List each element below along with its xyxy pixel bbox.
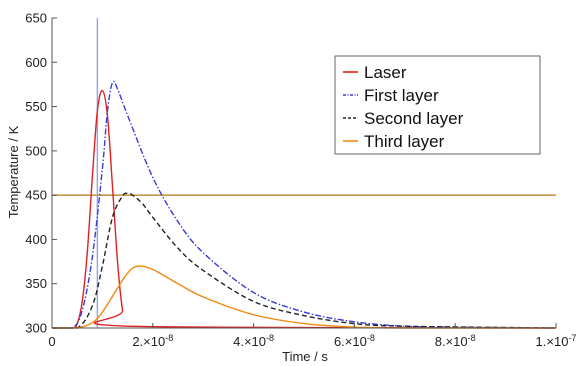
x-axis-label: Time / s <box>282 349 328 364</box>
legend-label-4: Third layer <box>364 132 445 151</box>
legend-box <box>334 55 541 155</box>
series-line-1 <box>52 89 557 329</box>
x-tick-label: 4.×10-8 <box>233 333 274 349</box>
y-tick-label: 400 <box>25 232 47 247</box>
axes <box>51 18 556 329</box>
legend-label-2: First layer <box>364 86 439 105</box>
y-tick-label: 300 <box>25 321 47 336</box>
series-line-4 <box>52 265 556 329</box>
series-line-3 <box>52 192 557 329</box>
x-tick-label: 2.×10-8 <box>132 333 173 349</box>
legend-label-3: Second layer <box>364 109 464 128</box>
y-axis-label: Temperature / K <box>6 125 21 218</box>
y-ticks: 300 350 400 450 500 550 600 650 <box>25 11 57 336</box>
y-tick-label: 550 <box>25 99 47 114</box>
y-tick-label: 350 <box>25 276 47 291</box>
x-tick-label: 0 <box>48 334 55 349</box>
y-tick-label: 450 <box>25 188 47 203</box>
y-tick-label: 500 <box>25 143 47 158</box>
y-tick-label: 650 <box>25 11 47 26</box>
x-ticks: 0 2.×10-8 4.×10-8 6.×10-8 8.×10-8 1.×10-7 <box>48 323 576 349</box>
legend-label-1: Laser <box>364 63 407 82</box>
x-tick-label: 8.×10-8 <box>435 333 476 349</box>
y-tick-label: 600 <box>25 55 47 70</box>
legend: Laser First layer Second layer Third layer <box>334 55 541 155</box>
series-line-2 <box>52 80 557 329</box>
x-tick-label: 6.×10-8 <box>334 333 375 349</box>
reference-lines <box>52 18 556 328</box>
x-tick-label: 1.×10-7 <box>536 333 577 349</box>
